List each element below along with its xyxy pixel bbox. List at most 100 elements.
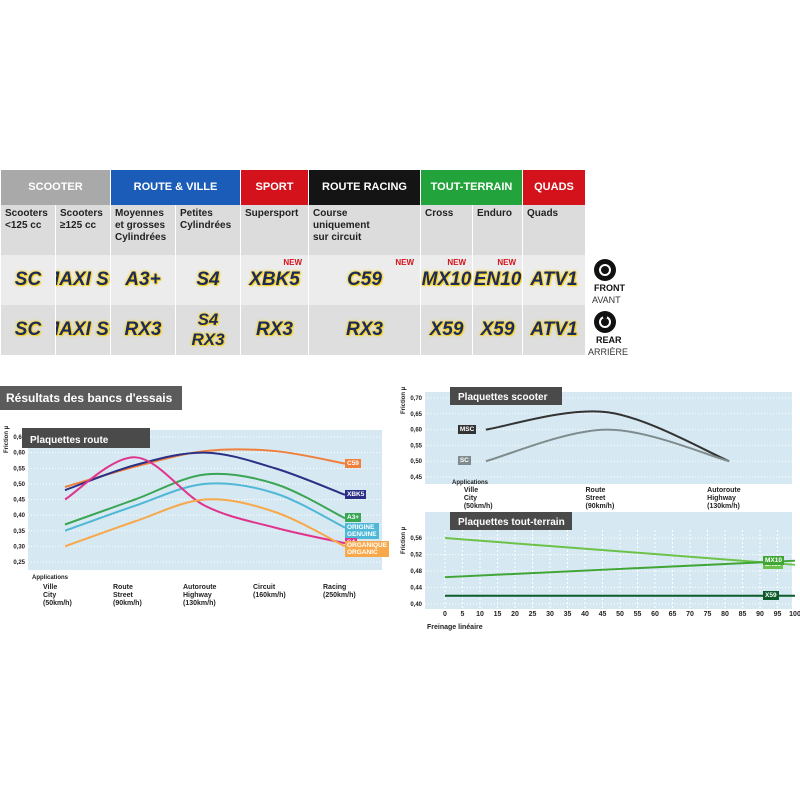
rear-product: RX3 (308, 305, 420, 355)
position-label: FRONT (594, 283, 625, 293)
front-product: ATV1 (522, 255, 585, 305)
x-tick-label: Circuit (160km/h) (253, 584, 286, 599)
column-header: Cross (420, 205, 472, 255)
x-axis-label: Freinage linéaire (427, 624, 483, 631)
y-tick-label: 0,45 (13, 498, 25, 504)
front-product: MX10 NEW (420, 255, 472, 305)
x-tick-label: Autoroute Highway (130km/h) (183, 584, 217, 607)
new-badge: NEW (447, 258, 466, 267)
new-badge: NEW (283, 258, 302, 267)
section-title: Résultats des bancs d'essais (6, 391, 173, 405)
rear-product: RX3 (240, 305, 308, 355)
chart-title-tab (22, 428, 150, 448)
new-badge: NEW (497, 258, 516, 267)
product-name: ATV1 (530, 269, 578, 290)
y-tick-label: 0,65 (410, 412, 422, 418)
x-tick-label: 10 (476, 611, 484, 618)
front-product: C59 NEW (308, 255, 420, 305)
column-header: Enduro (472, 205, 522, 255)
x-tick-label: 40 (581, 611, 589, 618)
y-tick-label: 0,60 (410, 428, 422, 434)
x-tick-label: 20 (511, 611, 519, 618)
rear-product: X59 (472, 305, 522, 355)
series-line (64, 498, 346, 548)
y-tick-label: 0,44 (410, 586, 422, 592)
column-header: Scooters <125 cc (0, 205, 55, 255)
rear-product: X59 (420, 305, 472, 355)
y-axis-label: Friction µ (401, 526, 407, 554)
group-header: ROUTE & VILLE (110, 170, 240, 205)
series-line (485, 428, 730, 463)
y-tick-label: 0,30 (13, 544, 25, 550)
product-name: A3+ (125, 269, 161, 290)
product-name: RX3 (124, 319, 162, 340)
product-name: MAXI SC (56, 319, 110, 340)
position-sublabel: AVANT (592, 295, 621, 305)
x-tick-label: 85 (739, 611, 747, 618)
series-label: A3+ (345, 513, 362, 523)
y-axis-label: Friction µ (4, 425, 10, 453)
rear-product: RX3 (110, 305, 175, 355)
front-product: EN10 NEW (472, 255, 522, 305)
x-tick-label: 65 (669, 611, 677, 618)
x-axis-label: Applications (452, 480, 489, 486)
series-label: X59 (763, 590, 779, 600)
y-tick-label: 0,56 (410, 536, 422, 542)
position-label: REAR (596, 335, 622, 345)
y-tick-label: 0,52 (410, 553, 422, 559)
front-product: SC (0, 255, 55, 305)
group-header: SCOOTER (0, 170, 110, 205)
series-line (64, 482, 346, 532)
x-tick-label: 70 (686, 611, 694, 618)
series-label: MX10 (763, 555, 784, 565)
x-tick-label: Route Street (90km/h) (113, 584, 142, 607)
x-tick-label: Racing (250km/h) (323, 584, 356, 599)
y-tick-label: 0,70 (410, 396, 422, 402)
x-tick-label: 15 (494, 611, 502, 618)
y-tick-label: 0,40 (13, 513, 25, 519)
product-name: SC (14, 319, 42, 340)
y-tick-label: 0,48 (410, 569, 422, 575)
position-sublabel: ARRIÈRE (588, 347, 628, 357)
y-tick-label: 0,50 (13, 482, 25, 488)
product-name: C59 (347, 269, 382, 290)
y-tick-label: 0,25 (13, 560, 25, 566)
chart-title-tab (450, 512, 572, 530)
product-name: EN10 (473, 269, 522, 290)
series-label: XBK5 (345, 489, 367, 499)
y-tick-label: 0,35 (13, 529, 25, 535)
y-tick-label: 0,65 (13, 435, 25, 441)
x-tick-label: 5 (461, 611, 465, 618)
rear-product: S4 RX3 (175, 305, 240, 355)
chart-title-tab (450, 387, 562, 405)
chart-title: Plaquettes route (30, 435, 109, 446)
y-tick-label: 0,60 (13, 451, 25, 457)
x-tick-label: 45 (599, 611, 607, 618)
group-header: QUADS (522, 170, 585, 205)
x-tick-label: 75 (704, 611, 712, 618)
x-tick-label: 25 (529, 611, 537, 618)
rear-icon (594, 311, 616, 333)
y-tick-label: 0,45 (410, 475, 422, 481)
y-tick-label: 0,40 (410, 602, 422, 608)
series-label: C59 (345, 458, 361, 468)
column-header: Scooters ≥125 cc (55, 205, 110, 255)
x-tick-label: 50 (616, 611, 624, 618)
rear-product: MAXI SC (55, 305, 110, 355)
product-name: ATV1 (530, 319, 578, 340)
x-tick-label: 0 (443, 611, 447, 618)
chart-title: Plaquettes tout-terrain (458, 517, 565, 528)
column-header: Quads (522, 205, 585, 255)
column-header: Moyennes et grosses Cylindrées (110, 205, 175, 255)
column-header: Petites Cylindrées (175, 205, 240, 255)
chart-title: Plaquettes scooter (458, 392, 548, 403)
front-icon (594, 259, 616, 281)
rear-product: SC (0, 305, 55, 355)
product-name: SC (14, 269, 42, 290)
x-tick-label: 60 (651, 611, 659, 618)
front-product: XBK5 NEW (240, 255, 308, 305)
x-tick-label: Route Street (90km/h) (585, 487, 615, 510)
x-tick-label: Ville City (50km/h) (43, 584, 72, 607)
